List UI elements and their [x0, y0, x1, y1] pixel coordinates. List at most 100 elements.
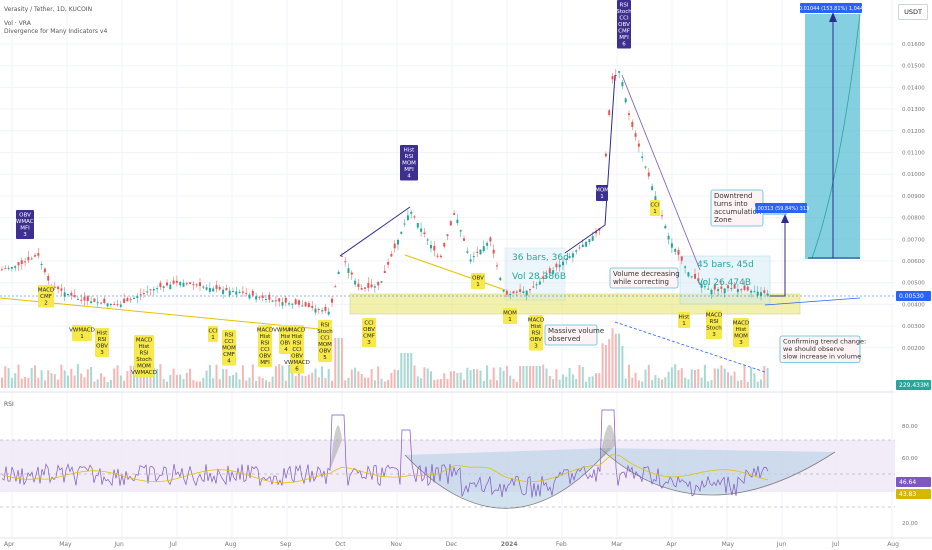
volume-bar: [703, 364, 706, 388]
volume-bar: [446, 378, 449, 388]
candle-body: [7, 267, 10, 269]
downtrend-callout: Downtrend: [714, 192, 753, 200]
bull-label: OBV: [259, 354, 271, 360]
bull-label: OBV: [319, 349, 331, 355]
volume-indicator-title[interactable]: Vol · VRA: [4, 20, 31, 27]
price-tick: 0.01000: [902, 172, 925, 178]
bull-label: 1: [653, 209, 657, 215]
candle-body: [677, 250, 680, 255]
volume-callout: while correcting: [613, 278, 669, 286]
candle-body: [674, 249, 677, 252]
candle-body: [133, 298, 135, 299]
candle-body: [4, 268, 7, 270]
volume-bar: [733, 371, 736, 388]
candle-body: [733, 284, 736, 289]
candle-body: [512, 291, 515, 294]
volume-bar: [439, 379, 442, 388]
volume-bar: [360, 373, 363, 388]
volume-bar: [387, 379, 390, 388]
candle-body: [522, 291, 525, 293]
candle-body: [687, 272, 690, 277]
price-axis[interactable]: 0.01600 0.01500 0.01400 0.01300 0.01200 0.011…: [4, 0, 932, 550]
volume-bar: [433, 379, 436, 388]
volume-bar: [763, 366, 766, 388]
candle-body: [529, 289, 531, 291]
price-tick: 0.00300: [902, 324, 925, 330]
volume-bar: [760, 379, 762, 388]
candle-body: [430, 245, 432, 249]
candle-body: [736, 289, 739, 293]
time-label: Mar: [611, 541, 623, 548]
candle-body: [324, 306, 327, 311]
bull-label-bg: [650, 200, 660, 216]
bull-label: MOM: [318, 342, 332, 348]
candle-body: [670, 243, 673, 248]
bull-label-bg: [134, 335, 154, 377]
time-label: May: [722, 541, 735, 548]
bear-label: 6: [622, 42, 626, 48]
candle-body: [10, 267, 13, 269]
candle-body: [129, 299, 132, 301]
volume-bar: [294, 376, 297, 388]
bull-label: Stoch: [136, 357, 152, 363]
volume-bar: [707, 381, 710, 388]
candle-body: [208, 287, 211, 292]
volume-bar: [723, 368, 726, 388]
bull-label: VWMACD: [131, 370, 157, 376]
bull-label: Hist: [139, 344, 151, 350]
candle-body: [426, 239, 429, 241]
candle-body: [182, 282, 185, 287]
candle-body: [235, 291, 238, 295]
volume-bar: [347, 377, 350, 388]
candle-body: [40, 264, 43, 266]
candle-body: [436, 255, 439, 257]
volume-tag: 229.433M: [899, 382, 929, 389]
volume-bar: [476, 369, 479, 388]
candle-body: [707, 288, 710, 290]
symbol-title[interactable]: Verasity / Tether, 1D, KUCOIN: [4, 6, 93, 13]
bull-label: 6: [295, 367, 299, 373]
volume-bar: [334, 338, 337, 388]
volume-bar: [311, 372, 314, 388]
candle-body: [743, 285, 746, 290]
volume-bar: [133, 365, 135, 388]
candle-body: [274, 300, 277, 302]
volume-bar: [7, 367, 10, 388]
time-axis[interactable]: Apr May Jun Jul Aug Sep Oct Nov Dec 2024 Feb Mar Apr…: [0, 537, 932, 548]
currency-button[interactable]: USDT: [898, 4, 928, 20]
candle-body: [515, 291, 518, 293]
candle-body: [641, 156, 644, 158]
candle-body: [459, 230, 462, 232]
price-tick: 0.00200: [902, 346, 925, 352]
bull-label: CCI: [650, 203, 660, 209]
bull-label: VWMACD: [273, 328, 299, 334]
volume-bar: [535, 366, 538, 388]
volume-bar: [4, 366, 7, 388]
candle-body: [360, 288, 363, 290]
bull-label: MACD: [528, 318, 545, 324]
volume-bar: [430, 371, 432, 388]
candle-body: [311, 305, 314, 308]
candle-body: [24, 261, 27, 263]
candle-body: [1, 269, 3, 271]
volume-bar: [674, 364, 677, 388]
volume-bar: [509, 375, 512, 388]
candle-body: [740, 289, 743, 291]
bull-label-bg: [471, 273, 485, 289]
volume-bar: [228, 375, 231, 388]
bull-label: 3: [100, 350, 104, 356]
candle-body: [562, 261, 564, 266]
divergence-indicator-title[interactable]: Divergence for Many Indicators v4: [4, 28, 108, 35]
candle-body: [489, 237, 492, 242]
volume-bar: [443, 373, 446, 388]
bull-label-bg: [362, 318, 376, 347]
candle-body: [47, 275, 50, 281]
volume-bar: [281, 365, 284, 388]
volume-bar: [697, 369, 700, 388]
bull-label: RSI: [225, 333, 234, 339]
volume-bar: [235, 372, 238, 388]
candle-body: [472, 256, 475, 258]
candle-body: [568, 256, 571, 259]
volume-bar: [403, 353, 406, 388]
